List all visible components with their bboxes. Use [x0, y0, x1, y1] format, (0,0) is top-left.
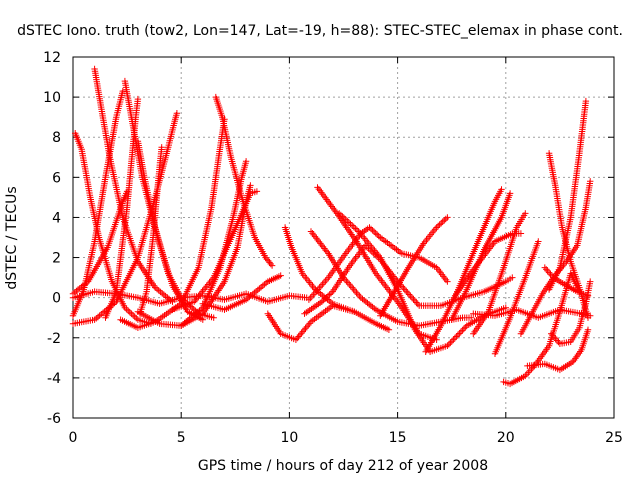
y-tick-label: 8	[52, 130, 61, 146]
y-tick-label: 6	[52, 170, 61, 186]
data-series	[517, 178, 594, 337]
data-series	[336, 210, 509, 355]
y-tick-label: 12	[43, 50, 61, 66]
series-markers	[470, 306, 594, 321]
y-tick-label: -6	[47, 411, 61, 427]
x-tick-label: 10	[280, 430, 298, 446]
data-series	[69, 288, 310, 307]
series-markers	[199, 272, 284, 313]
series-markers	[450, 230, 525, 301]
x-tick-label: 5	[177, 430, 186, 446]
axis-ticks: 0 5 10 15 20 25 -6 -4 -2 0 2 4 6 8 10 12	[43, 50, 623, 446]
data-series	[524, 326, 592, 374]
x-tick-label: 15	[389, 430, 407, 446]
data-series	[470, 210, 529, 337]
y-tick-label: -2	[47, 331, 61, 347]
y-axis-label: dSTEC / TECUs	[4, 186, 20, 289]
data-series	[264, 302, 393, 343]
series-markers	[448, 190, 514, 323]
chart-title: dSTEC Iono. truth (tow2, Lon=147, Lat=-1…	[17, 23, 623, 39]
y-tick-label: 0	[52, 291, 61, 307]
data-series	[69, 188, 131, 297]
data-series	[199, 272, 284, 313]
x-tick-label: 0	[69, 430, 78, 446]
series-markers	[541, 264, 592, 299]
series-markers	[470, 210, 529, 337]
data-series	[491, 238, 542, 357]
series-markers	[491, 238, 542, 357]
series-markers	[524, 326, 592, 374]
data-series	[545, 97, 590, 293]
x-tick-label: 25	[605, 430, 623, 446]
series-markers	[517, 178, 594, 337]
series-markers	[545, 150, 592, 321]
x-axis-label: GPS time / hours of day 212 of year 2008	[198, 458, 488, 474]
data-series	[548, 278, 594, 347]
data-series	[470, 306, 594, 321]
plot-frame	[72, 56, 615, 419]
data-series	[448, 190, 514, 323]
series-markers	[69, 288, 310, 307]
y-tick-label: -4	[47, 371, 61, 387]
data-series	[541, 264, 592, 299]
data-points	[69, 65, 594, 388]
data-series	[545, 150, 592, 321]
y-tick-label: 10	[43, 90, 61, 106]
series-markers	[69, 188, 131, 297]
series-markers	[264, 302, 393, 343]
y-tick-label: 2	[52, 251, 61, 267]
series-markers	[336, 210, 509, 355]
series-markers	[545, 97, 590, 293]
data-series	[450, 230, 525, 301]
x-tick-label: 20	[497, 430, 515, 446]
data-series	[377, 214, 451, 319]
data-series	[134, 138, 217, 321]
series-markers	[548, 278, 594, 347]
y-tick-label: 4	[52, 210, 61, 226]
series-markers	[377, 214, 451, 319]
series-markers	[134, 138, 217, 321]
